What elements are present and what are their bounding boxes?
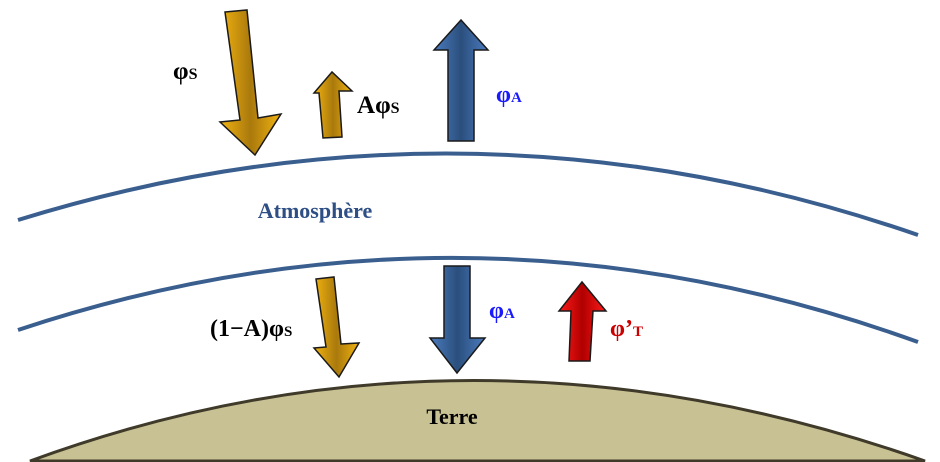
absorbed-flux-arrow: [312, 276, 361, 379]
earth-surface: [29, 379, 926, 462]
atmosphere-bottom-boundary: [17, 255, 919, 344]
terrestrial-flux-arrow: [557, 280, 608, 362]
atmosphere-label: Atmosphère: [258, 198, 373, 223]
reflected-flux-label: AφS: [357, 92, 400, 119]
terrestrial-flux-label: φ’T: [610, 316, 643, 342]
absorbed-flux-label: (1−A)φS: [210, 316, 292, 342]
atmosphere-down-flux-label: φA: [489, 298, 515, 324]
reflected-flux-arrow: [312, 70, 354, 139]
earth-label: Terre: [426, 404, 478, 429]
atmosphere-top-boundary: [17, 151, 919, 237]
solar-flux-arrow: [218, 9, 283, 157]
atmosphere-down-flux-arrow: [428, 265, 487, 375]
atmosphere-up-flux-label: φA: [496, 82, 522, 108]
atmosphere-up-flux-arrow: [432, 18, 490, 142]
solar-flux-label: φS: [173, 58, 198, 85]
